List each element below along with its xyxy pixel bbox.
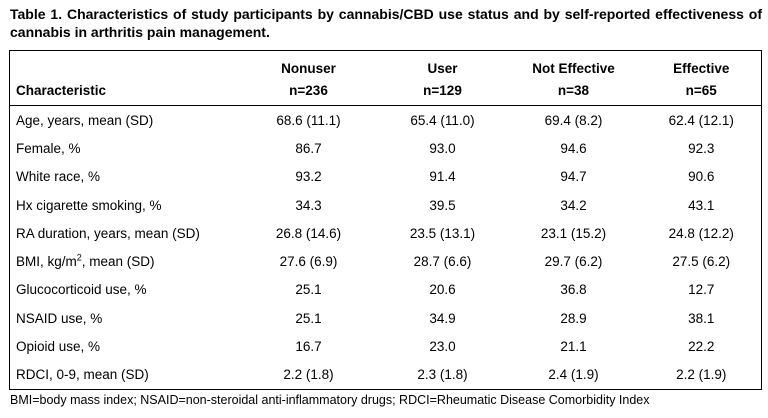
cell-value: 94.6 [560,140,587,156]
cell-value: 38.1 [688,310,715,326]
cell-value: 91.4 [429,169,456,185]
characteristics-table: Nonuser User Not Effective Effective Cha… [9,50,762,390]
header-group-nonuser: Nonuser [281,60,336,76]
cell-value: 90.6 [688,169,715,185]
cell-value: 36.8 [560,282,587,298]
table-row: Glucocorticoid use, % 25.1 20.6 36.8 12.… [10,276,762,304]
cell-value: 68.6 (11.1) [276,112,341,128]
header-group-not-effective: Not Effective [532,60,615,76]
row-label: Glucocorticoid use, % [16,282,147,298]
header-count-effective: n=65 [641,79,762,106]
table-caption: Table 1. Characteristics of study partic… [10,6,762,40]
cell-value: 92.3 [688,140,715,156]
cell-value: 34.9 [429,310,456,326]
cell-value: 24.8 (12.2) [668,225,734,241]
table-row: BMI, kg/m2, mean (SD) 27.6 (6.9) 28.7 (6… [10,247,762,275]
table-row: Female, % 86.7 93.0 94.6 92.3 [10,134,762,162]
row-label: Age, years, mean (SD) [16,112,154,128]
row-label: BMI, kg/m2, mean (SD) [10,247,238,275]
table-row: RDCI, 0-9, mean (SD) 2.2 (1.8) 2.3 (1.8)… [10,361,762,390]
cell-value: 21.1 [560,339,587,355]
cell-value: 25.1 [295,310,322,326]
cell-value: 2.2 (1.8) [283,367,334,383]
table-row: Opioid use, % 16.7 23.0 21.1 22.2 [10,332,762,360]
header-empty-cell [10,51,238,80]
cell-value: 22.2 [688,339,715,355]
cell-value: 93.2 [295,169,322,185]
table-row: Hx cigarette smoking, % 34.3 39.5 34.2 4… [10,191,762,219]
header-count-nonuser: n=236 [237,79,380,106]
cell-value: 43.1 [688,197,715,213]
cell-value: 27.6 (6.9) [279,254,338,270]
header-count-user: n=129 [379,79,506,106]
cell-value: 12.7 [688,282,715,298]
cell-value: 25.1 [295,282,322,298]
cell-value: 65.4 (11.0) [410,112,475,128]
table-footnote: BMI=body mass index; NSAID=non-steroidal… [10,393,650,407]
cell-value: 23.5 (13.1) [409,225,476,241]
cell-value: 34.3 [295,197,322,213]
table-row: NSAID use, % 25.1 34.9 28.9 38.1 [10,304,762,332]
row-label: White race, % [16,169,101,185]
cell-value: 2.3 (1.8) [417,367,468,383]
cell-value: 69.4 (8.2) [544,112,603,128]
cell-value: 28.7 (6.6) [413,254,472,270]
cell-value: 39.5 [429,197,456,213]
header-row-groups: Nonuser User Not Effective Effective [10,51,762,80]
superscript-two: 2 [76,252,82,263]
cell-value: 94.7 [560,169,587,185]
row-label: NSAID use, % [16,310,103,326]
row-label-part: BMI, kg/m [16,254,77,270]
cell-value: 86.7 [295,140,322,156]
header-row-counts: Characteristic n=236 n=129 n=38 n=65 [9,79,762,106]
header-count-not-effective: n=38 [505,79,642,106]
row-label: Female, % [16,140,81,156]
cell-value: 20.6 [429,282,456,298]
row-label: RDCI, 0-9, mean (SD) [16,367,149,383]
table-row: RA duration, years, mean (SD) 26.8 (14.6… [10,219,762,247]
cell-value: 27.5 (6.2) [672,254,731,270]
cell-value: 93.0 [429,140,456,156]
table-row: Age, years, mean (SD) 68.6 (11.1) 65.4 (… [10,106,762,135]
cell-value: 16.7 [295,339,322,355]
table-row: White race, % 93.2 91.4 94.7 90.6 [10,163,762,191]
cell-value: 2.4 (1.9) [548,367,599,383]
cell-value: 34.2 [560,197,587,213]
cell-value: 23.0 [429,339,456,355]
row-label: RA duration, years, mean (SD) [16,225,200,241]
row-label: Opioid use, % [16,339,101,355]
header-group-user: User [427,60,458,76]
header-group-effective: Effective [673,60,730,76]
cell-value: 28.9 [560,310,587,326]
row-label: Hx cigarette smoking, % [16,197,162,213]
cell-value: 23.1 (15.2) [540,225,607,241]
row-label-part: , mean (SD) [81,254,155,270]
cell-value: 26.8 (14.6) [275,225,342,241]
cell-value: 2.2 (1.9) [676,367,727,383]
cell-value: 62.4 (12.1) [668,112,734,128]
cell-value: 29.7 (6.2) [544,254,603,270]
header-characteristic: Characteristic [9,79,238,106]
